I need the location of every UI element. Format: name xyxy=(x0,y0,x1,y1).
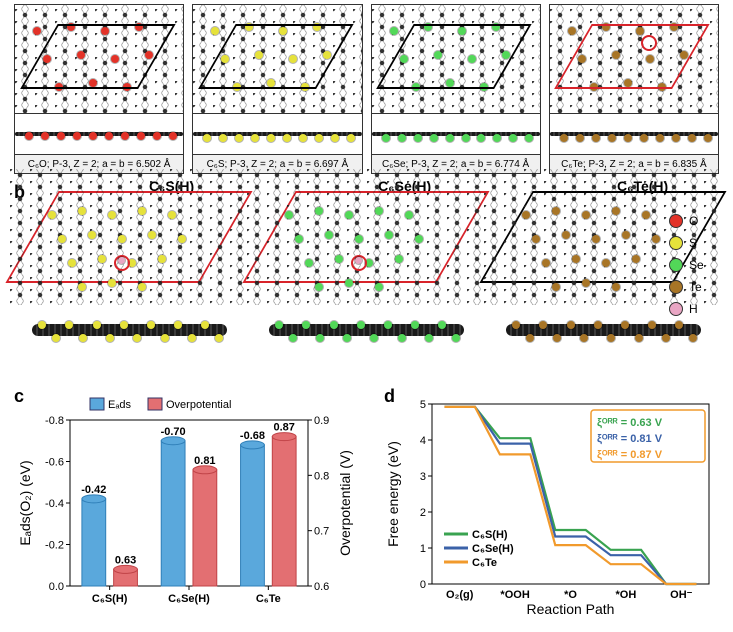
panel-d: 0 1 2 3 4 5 Free energy (eV) Reaction Path O₂(g)… xyxy=(384,390,719,618)
legend-swatch xyxy=(669,280,683,294)
svg-text:0.63: 0.63 xyxy=(115,554,136,566)
bar-chart: 0.0 -0.2 -0.4 -0.6 -0.8 0.6 0.7 0.8 0.9 Eₐds(O₂) … xyxy=(14,390,364,618)
svg-text:4: 4 xyxy=(420,435,426,447)
panel-b-cell: C₆Se(H) xyxy=(251,182,482,372)
svg-text:C₆Te: C₆Te xyxy=(472,557,497,569)
svg-text:C₆Te: C₆Te xyxy=(256,593,281,605)
panel-a-cell: C₆Se; P-3, Z = 2; a = b = 6.774 Å xyxy=(371,4,541,174)
svg-text:0.81: 0.81 xyxy=(194,455,215,467)
svg-text:C₆Se(H): C₆Se(H) xyxy=(168,593,210,605)
atom-legend: OS Se Te H xyxy=(669,214,725,324)
svg-text:0.7: 0.7 xyxy=(314,526,329,538)
svg-text:Reaction Path: Reaction Path xyxy=(527,601,615,617)
svg-text:3: 3 xyxy=(420,471,426,483)
legend-item: Se xyxy=(669,258,725,272)
svg-text:C₆Se(H): C₆Se(H) xyxy=(472,543,514,555)
legend-label: Te xyxy=(689,280,702,294)
svg-text:0.6: 0.6 xyxy=(314,581,329,593)
svg-text:-0.4: -0.4 xyxy=(45,498,64,510)
legend-item: Te xyxy=(669,280,725,294)
svg-text:ξᴼᴿᴿ = 0.81 V: ξᴼᴿᴿ = 0.81 V xyxy=(597,433,663,445)
svg-text:-0.42: -0.42 xyxy=(81,484,106,496)
svg-text:-0.70: -0.70 xyxy=(161,426,186,438)
legend-swatch xyxy=(669,214,683,228)
legend-label: Se xyxy=(689,258,704,272)
free-energy-chart: 0 1 2 3 4 5 Free energy (eV) Reaction Path O₂(g)… xyxy=(384,390,719,618)
legend-swatch xyxy=(669,302,683,316)
legend-label: O xyxy=(689,214,698,228)
svg-text:ξᴼᴿᴿ = 0.63 V: ξᴼᴿᴿ = 0.63 V xyxy=(597,417,663,429)
svg-text:1: 1 xyxy=(420,543,426,555)
panel-a-cell: C₆O; P-3, Z = 2; a = b = 6.502 Å xyxy=(14,4,184,174)
svg-text:5: 5 xyxy=(420,399,426,411)
svg-text:*OOH: *OOH xyxy=(500,589,529,601)
panel-a-cell: C₆Te; P-3, Z = 2; a = b = 6.835 Å xyxy=(549,4,719,174)
svg-text:-0.68: -0.68 xyxy=(240,430,265,442)
svg-text:Overpotential: Overpotential xyxy=(166,399,231,411)
svg-text:Overpotential (V): Overpotential (V) xyxy=(337,450,353,556)
panel-b-cell: C₆S(H) xyxy=(14,182,245,372)
svg-text:0: 0 xyxy=(420,579,426,591)
legend-item: S xyxy=(669,236,725,250)
svg-text:2: 2 xyxy=(420,507,426,519)
legend-label: H xyxy=(689,302,698,316)
svg-text:-0.8: -0.8 xyxy=(45,415,64,427)
svg-text:Free energy (eV): Free energy (eV) xyxy=(385,441,401,547)
svg-text:ξᴼᴿᴿ = 0.87 V: ξᴼᴿᴿ = 0.87 V xyxy=(597,449,663,461)
svg-text:0.9: 0.9 xyxy=(314,415,329,427)
svg-text:*O: *O xyxy=(564,589,577,601)
legend-item: H xyxy=(669,302,725,316)
svg-text:OH⁻: OH⁻ xyxy=(670,589,693,601)
svg-text:C₆S(H): C₆S(H) xyxy=(472,529,508,541)
svg-text:0.0: 0.0 xyxy=(49,581,64,593)
legend-label: S xyxy=(689,236,697,250)
panel-a: C₆O; P-3, Z = 2; a = b = 6.502 ÅC₆S; P-3… xyxy=(14,4,719,174)
svg-text:O₂(g): O₂(g) xyxy=(446,589,474,601)
panel-c: 0.0 -0.2 -0.4 -0.6 -0.8 0.6 0.7 0.8 0.9 Eₐds(O₂) … xyxy=(14,390,364,618)
svg-text:0.8: 0.8 xyxy=(314,470,329,482)
svg-text:-0.2: -0.2 xyxy=(45,540,64,552)
panel-a-cell: C₆S; P-3, Z = 2; a = b = 6.697 Å xyxy=(192,4,362,174)
legend-item: O xyxy=(669,214,725,228)
svg-text:*OH: *OH xyxy=(616,589,637,601)
svg-text:Eₐds: Eₐds xyxy=(108,399,132,411)
svg-text:Eₐds(O₂) (eV): Eₐds(O₂) (eV) xyxy=(17,460,33,545)
legend-swatch xyxy=(669,236,683,250)
legend-swatch xyxy=(669,258,683,272)
svg-text:-0.6: -0.6 xyxy=(45,457,64,469)
svg-text:0.87: 0.87 xyxy=(273,422,294,434)
panel-b: C₆S(H)C₆Se(H)C₆Te(H) xyxy=(14,182,719,372)
svg-text:C₆S(H): C₆S(H) xyxy=(92,593,128,605)
